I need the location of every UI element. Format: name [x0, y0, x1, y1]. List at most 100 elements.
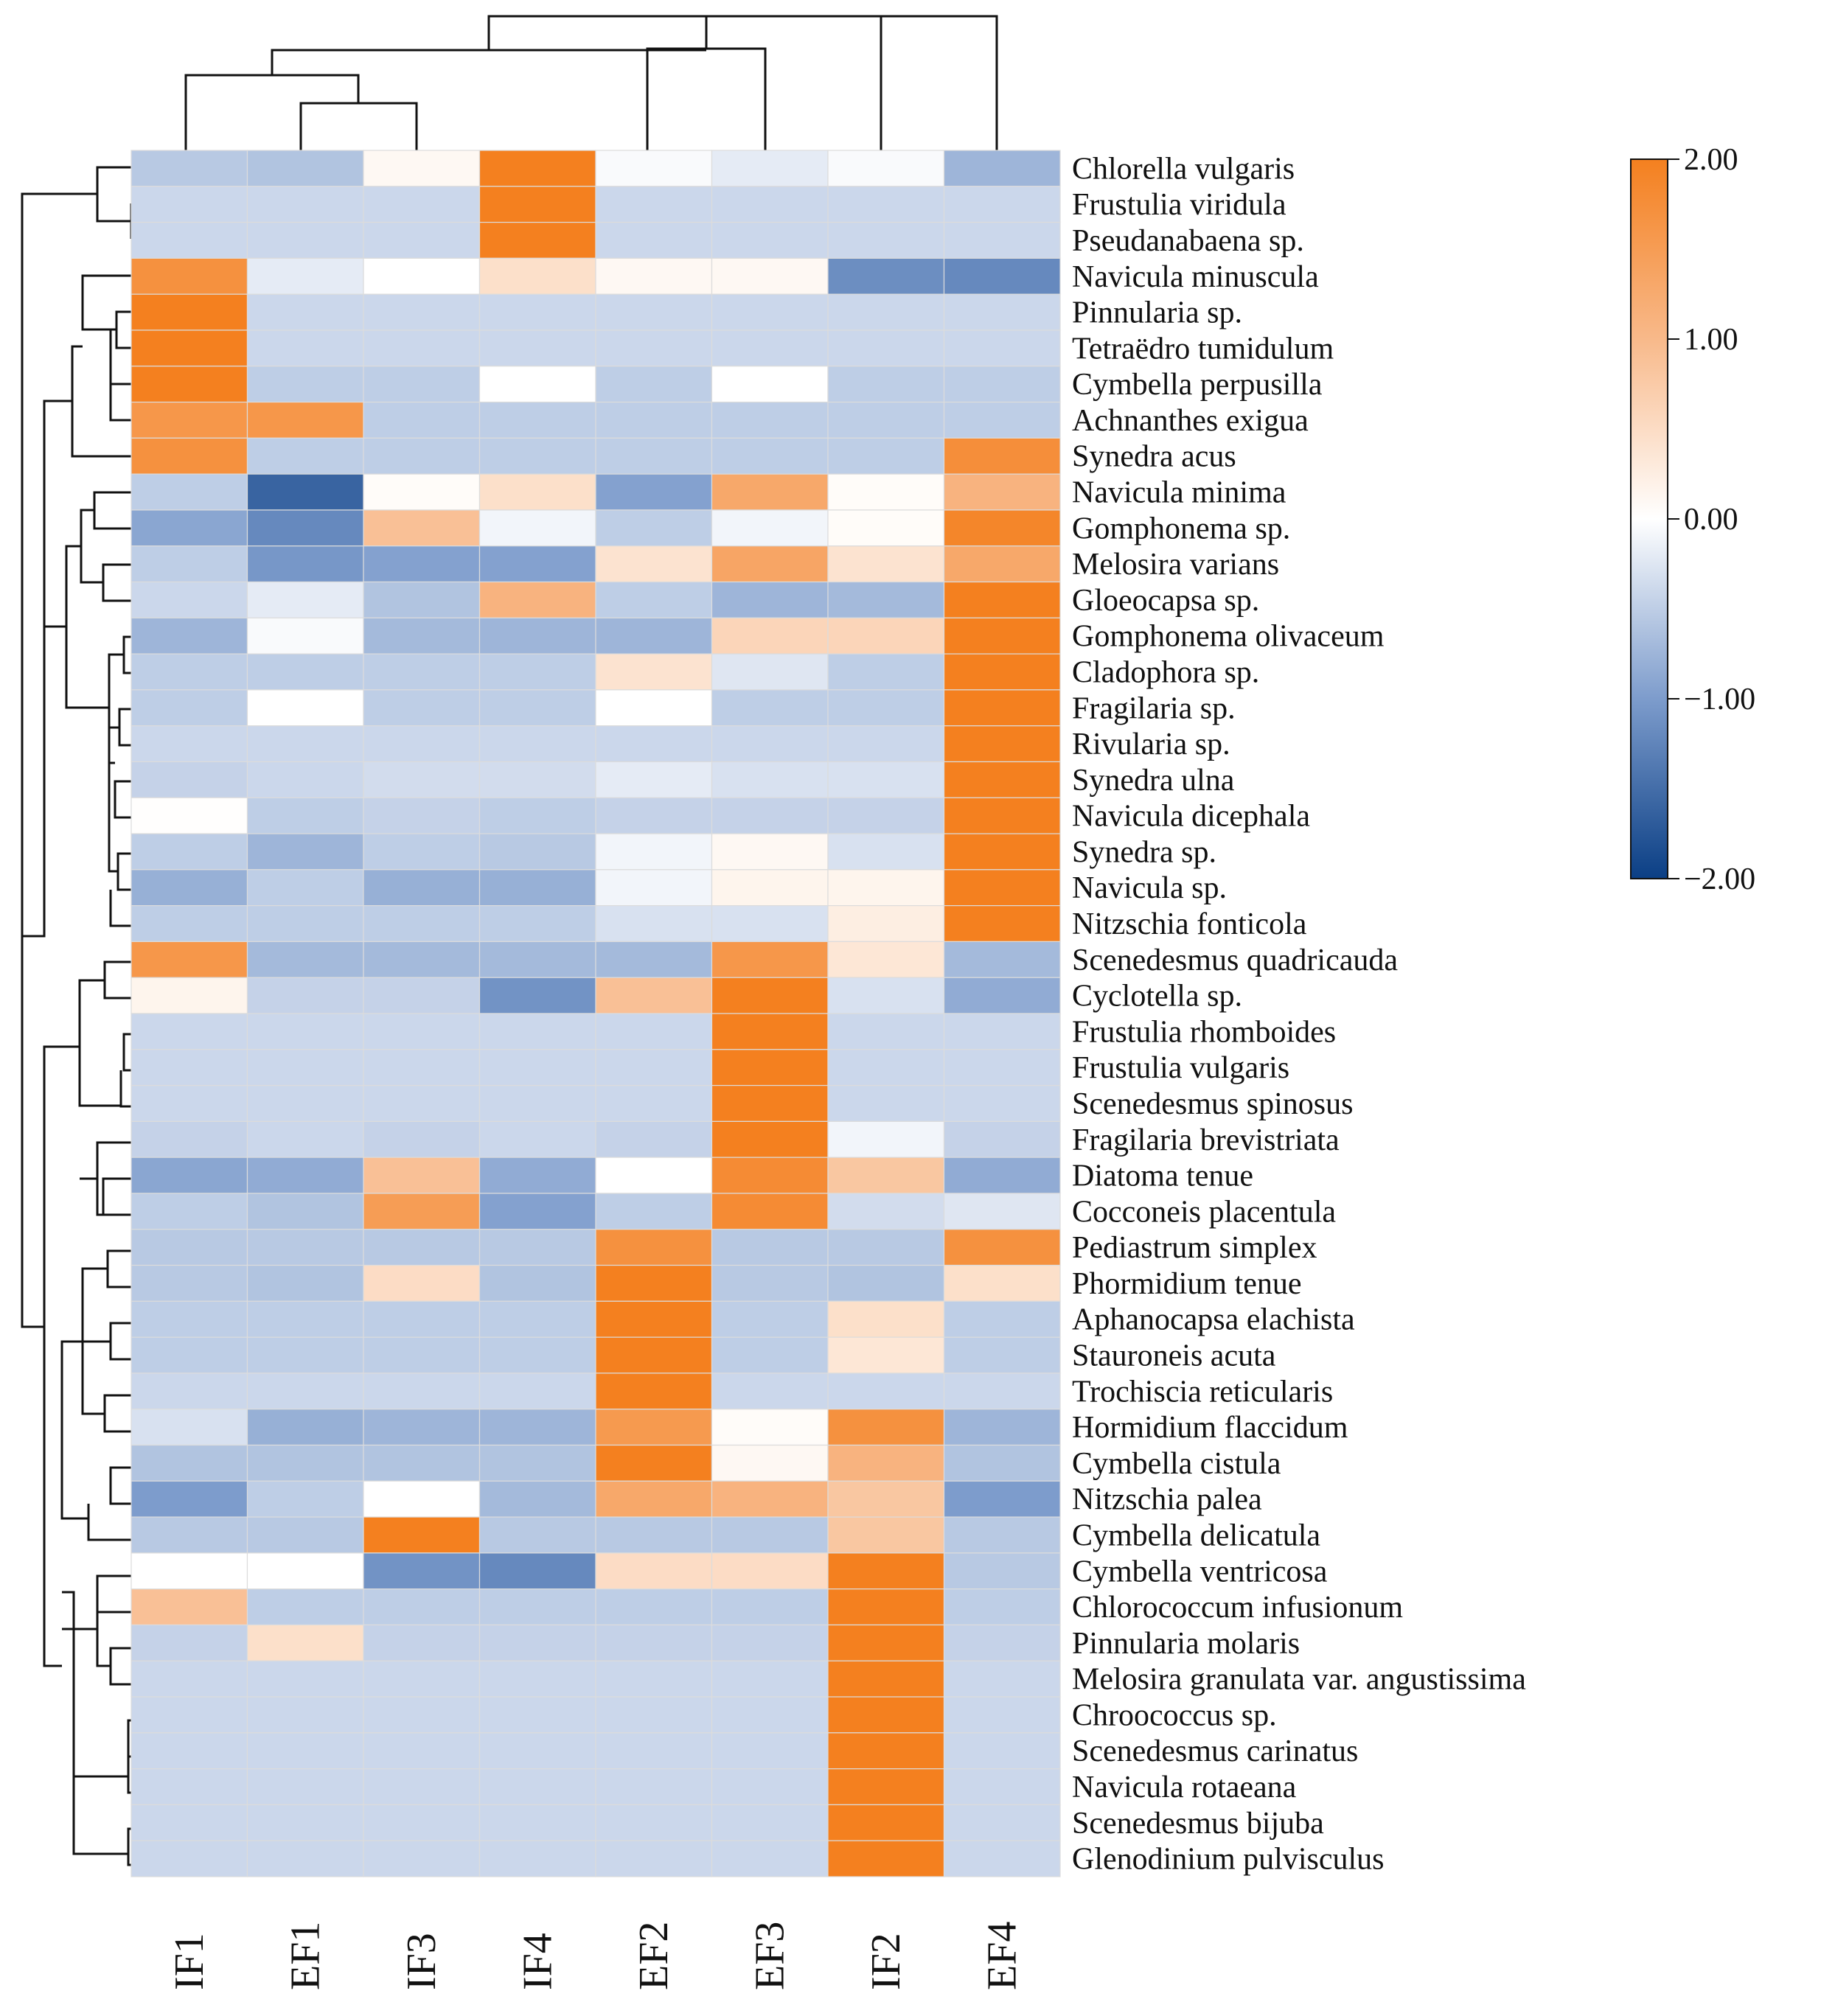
row-label: Pinnularia sp. [1072, 296, 1242, 330]
row-label: Scenedesmus bijuba [1072, 1807, 1324, 1841]
heatmap-cell [246, 1409, 364, 1446]
row-label: Cocconeis placentula [1072, 1195, 1336, 1229]
heatmap-cell [711, 1193, 829, 1230]
heatmap-cell [943, 1804, 1061, 1841]
row-label: Frustulia rhomboides [1072, 1015, 1336, 1049]
heatmap-cell [246, 1373, 364, 1410]
heatmap-cell [478, 905, 596, 943]
heatmap-cell [478, 1157, 596, 1194]
heatmap-cell [478, 401, 596, 439]
row-label: Cymbella perpusilla [1072, 368, 1323, 402]
heatmap-cell [363, 1120, 481, 1158]
colorbar-tick-label: 1.00 [1684, 323, 1738, 357]
heatmap-cell [943, 1013, 1061, 1050]
row-label: Cladophora sp. [1072, 655, 1259, 689]
heatmap-cell [711, 1157, 829, 1194]
row-label: Melosira granulata var. angustissima [1072, 1663, 1526, 1697]
heatmap-cell [478, 1373, 596, 1410]
heatmap-cell [246, 941, 364, 978]
heatmap-cell [595, 1552, 713, 1590]
heatmap-cell [478, 257, 596, 295]
heatmap-cell [711, 186, 829, 223]
row-label: Rivularia sp. [1072, 728, 1230, 761]
heatmap-cell [595, 1660, 713, 1698]
heatmap-cell [130, 1300, 248, 1338]
heatmap-cell [130, 366, 248, 403]
heatmap-cell [246, 1229, 364, 1266]
row-label: Navicula minima [1072, 476, 1286, 510]
heatmap-cell [711, 1084, 829, 1122]
heatmap-cell [246, 329, 364, 367]
heatmap-cell [363, 1696, 481, 1734]
heatmap-cell [943, 329, 1061, 367]
heatmap-cell [711, 617, 829, 655]
heatmap-cell [130, 1516, 248, 1554]
heatmap-cell [595, 1768, 713, 1806]
heatmap-cell [595, 437, 713, 475]
heatmap-cell [943, 257, 1061, 295]
heatmap-cell [827, 1157, 945, 1194]
heatmap-cell [711, 1013, 829, 1050]
heatmap-cell [130, 1624, 248, 1661]
heatmap-cell [363, 257, 481, 295]
heatmap-cell [363, 1516, 481, 1554]
row-label: Phormidium tenue [1072, 1267, 1301, 1301]
heatmap-cell [363, 150, 481, 187]
colorbar-gradient [1630, 158, 1668, 879]
heatmap-cell [711, 1624, 829, 1661]
heatmap-cell [943, 293, 1061, 331]
heatmap-cell [130, 545, 248, 583]
heatmap-cell [246, 1480, 364, 1518]
heatmap-cell [130, 1373, 248, 1410]
heatmap-cell [595, 689, 713, 727]
heatmap-cell [478, 1768, 596, 1806]
heatmap-cell [595, 1300, 713, 1338]
heatmap-cell [478, 1264, 596, 1302]
heatmap-cell [130, 257, 248, 295]
heatmap-cell [711, 1120, 829, 1158]
heatmap-cell [827, 1013, 945, 1050]
heatmap-cell [130, 1840, 248, 1877]
heatmap-cell [478, 797, 596, 834]
heatmap-cell [363, 905, 481, 943]
heatmap-cell [827, 1732, 945, 1770]
heatmap-cell [595, 1444, 713, 1482]
column-label: EF4 [979, 1922, 1025, 1990]
heatmap-cell [130, 1588, 248, 1626]
heatmap-cell [943, 1229, 1061, 1266]
row-label: Cyclotella sp. [1072, 980, 1242, 1014]
heatmap-cell [363, 941, 481, 978]
heatmap-cell [595, 545, 713, 583]
heatmap-cell [363, 1157, 481, 1194]
heatmap-cell [595, 581, 713, 618]
heatmap-cell [130, 1120, 248, 1158]
heatmap-cell [246, 1624, 364, 1661]
heatmap-cell [595, 1229, 713, 1266]
heatmap-cell [711, 1336, 829, 1374]
heatmap-cell [827, 1804, 945, 1841]
heatmap-cell [711, 329, 829, 367]
heatmap-cell [363, 1013, 481, 1050]
heatmap-cell [130, 186, 248, 223]
heatmap-cell [711, 1229, 829, 1266]
heatmap-cell [711, 1049, 829, 1087]
heatmap-cell [130, 1013, 248, 1050]
heatmap-cell [478, 1084, 596, 1122]
heatmap-cell [943, 797, 1061, 834]
column-label: IF3 [399, 1933, 445, 1990]
heatmap-cell [943, 1300, 1061, 1338]
heatmap-cell [595, 293, 713, 331]
heatmap-cell [478, 473, 596, 511]
heatmap-cell [130, 905, 248, 943]
heatmap-cell [246, 257, 364, 295]
heatmap-cell [363, 581, 481, 618]
row-label: Frustulia viridula [1072, 188, 1286, 222]
heatmap-cell [943, 1084, 1061, 1122]
heatmap-cell [943, 1157, 1061, 1194]
heatmap-cell [246, 581, 364, 618]
heatmap-cell [130, 833, 248, 871]
heatmap-cell [711, 1444, 829, 1482]
heatmap-cell [711, 509, 829, 547]
row-label: Pseudanabaena sp. [1072, 224, 1304, 258]
row-label: Cymbella cistula [1072, 1447, 1281, 1481]
